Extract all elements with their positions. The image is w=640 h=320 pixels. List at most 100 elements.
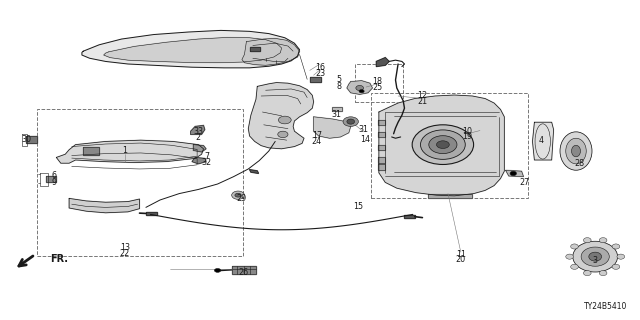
Text: 17: 17 <box>312 132 322 140</box>
Text: 33: 33 <box>193 127 204 136</box>
Polygon shape <box>404 215 415 218</box>
Polygon shape <box>191 125 205 134</box>
Ellipse shape <box>278 131 288 138</box>
Ellipse shape <box>571 244 579 249</box>
Text: 32: 32 <box>202 158 212 167</box>
Text: 15: 15 <box>353 202 364 211</box>
Polygon shape <box>506 170 524 177</box>
Ellipse shape <box>235 193 241 197</box>
Polygon shape <box>250 170 259 173</box>
Ellipse shape <box>612 264 620 269</box>
Bar <box>355 64 403 102</box>
Polygon shape <box>83 147 99 155</box>
Text: 8: 8 <box>337 82 342 91</box>
Polygon shape <box>232 266 256 274</box>
Ellipse shape <box>599 270 607 276</box>
Text: 1: 1 <box>122 146 127 155</box>
Text: 24: 24 <box>312 137 322 146</box>
Text: 9: 9 <box>52 178 57 187</box>
Ellipse shape <box>214 268 221 272</box>
Polygon shape <box>310 77 321 82</box>
Text: 23: 23 <box>315 69 325 78</box>
Text: 22: 22 <box>120 249 130 258</box>
Text: 26: 26 <box>238 268 248 277</box>
Polygon shape <box>82 30 300 68</box>
Text: TY24B5410: TY24B5410 <box>584 302 627 311</box>
Text: 10: 10 <box>462 127 472 136</box>
Ellipse shape <box>584 238 591 243</box>
Polygon shape <box>378 157 385 163</box>
Ellipse shape <box>356 85 364 91</box>
Polygon shape <box>332 107 342 111</box>
Polygon shape <box>250 47 260 51</box>
Text: 4: 4 <box>538 136 543 145</box>
Ellipse shape <box>572 145 580 157</box>
Polygon shape <box>378 132 385 137</box>
Text: 7: 7 <box>204 152 209 161</box>
Ellipse shape <box>436 141 449 148</box>
Text: 5: 5 <box>337 76 342 84</box>
Ellipse shape <box>566 254 573 259</box>
Ellipse shape <box>612 244 620 249</box>
Polygon shape <box>314 117 351 138</box>
Ellipse shape <box>599 238 607 243</box>
Text: 6: 6 <box>52 172 57 180</box>
Text: 12: 12 <box>417 92 428 100</box>
Text: 28: 28 <box>574 159 584 168</box>
Text: 30: 30 <box>22 135 32 144</box>
Bar <box>37 109 243 256</box>
Text: 14: 14 <box>360 135 370 144</box>
Ellipse shape <box>581 247 609 266</box>
Polygon shape <box>428 194 472 198</box>
Text: 19: 19 <box>462 132 472 141</box>
Polygon shape <box>378 120 385 125</box>
Polygon shape <box>26 136 37 143</box>
Ellipse shape <box>412 125 474 164</box>
Polygon shape <box>69 198 140 213</box>
Polygon shape <box>104 37 282 63</box>
Polygon shape <box>193 145 206 152</box>
Text: 21: 21 <box>417 97 428 106</box>
Ellipse shape <box>359 90 364 93</box>
Ellipse shape <box>573 241 618 272</box>
Ellipse shape <box>278 116 291 124</box>
Text: 13: 13 <box>120 244 130 252</box>
Text: 2: 2 <box>196 133 201 142</box>
Polygon shape <box>242 38 300 65</box>
Ellipse shape <box>429 136 457 154</box>
Ellipse shape <box>232 191 244 199</box>
Polygon shape <box>378 164 385 170</box>
Bar <box>371 93 528 198</box>
Text: 20: 20 <box>456 255 466 264</box>
Polygon shape <box>146 212 157 215</box>
Polygon shape <box>379 95 504 196</box>
Ellipse shape <box>584 270 591 276</box>
Polygon shape <box>532 122 554 160</box>
Ellipse shape <box>347 119 355 124</box>
Text: 3: 3 <box>593 256 598 265</box>
Polygon shape <box>378 145 385 150</box>
Polygon shape <box>46 176 56 182</box>
Text: FR.: FR. <box>50 254 68 264</box>
Text: 18: 18 <box>372 77 383 86</box>
Text: 31: 31 <box>358 125 369 134</box>
Ellipse shape <box>566 138 586 164</box>
Text: 11: 11 <box>456 250 466 259</box>
Polygon shape <box>248 83 314 149</box>
Polygon shape <box>56 140 204 163</box>
Text: 29: 29 <box>237 194 247 203</box>
Ellipse shape <box>571 264 579 269</box>
Polygon shape <box>347 81 372 94</box>
Ellipse shape <box>617 254 625 259</box>
Text: 27: 27 <box>520 178 530 187</box>
Polygon shape <box>376 58 389 67</box>
Ellipse shape <box>589 252 602 261</box>
Ellipse shape <box>560 132 592 170</box>
Text: 25: 25 <box>372 83 383 92</box>
Polygon shape <box>192 157 206 164</box>
Text: 16: 16 <box>315 63 325 72</box>
Text: 31: 31 <box>331 110 341 119</box>
Ellipse shape <box>343 117 358 126</box>
Ellipse shape <box>510 171 516 176</box>
Ellipse shape <box>420 130 465 159</box>
